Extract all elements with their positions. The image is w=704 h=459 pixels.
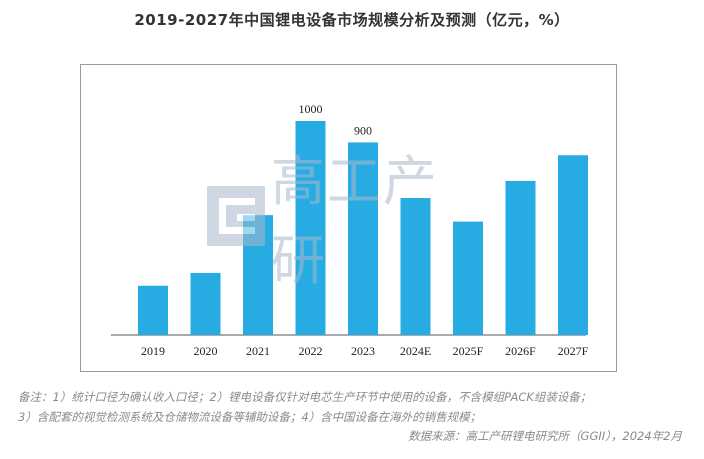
- data-source: 数据来源：高工产研锂电研究所（GGII），2024年2月: [408, 429, 682, 443]
- bar-chart: 2019 2020 2021 2022 1000 2023 900 2024E 2025F 202…: [111, 102, 589, 358]
- bar-2024E: [400, 198, 431, 335]
- chart-title: 2019-2027年中国锂电设备市场规模分析及预测（亿元，%）: [134, 11, 570, 29]
- bar-2026F: [505, 180, 536, 335]
- bar-2025F: [453, 221, 483, 335]
- data-label-2023: 900: [354, 123, 372, 137]
- footnote-line-1: 备注：1）统计口径为确认收入口径；2）锂电设备仅针对电芯生产环节中使用的设备，不…: [18, 390, 592, 404]
- watermark-text: 高工产研: [270, 150, 439, 292]
- bar-2020: [190, 272, 221, 335]
- x-tick-label-2019: 2019: [141, 344, 165, 358]
- footnotes: 备注：1）统计口径为确认收入口径；2）锂电设备仅针对电芯生产环节中使用的设备，不…: [18, 387, 698, 427]
- x-tick-label-2026F: 2026F: [505, 344, 536, 358]
- x-tick-label-2020: 2020: [194, 344, 218, 358]
- x-tick-label-2024E: 2024E: [400, 344, 431, 358]
- x-tick-label-2022: 2022: [299, 344, 323, 358]
- x-tick-label-2021: 2021: [246, 344, 270, 358]
- x-tick-label-2025F: 2025F: [453, 344, 484, 358]
- bar-2019: [138, 285, 168, 335]
- watermark: 高工产研: [207, 150, 487, 292]
- ggii-logo-icon: [207, 186, 265, 246]
- bar-2027F: [558, 155, 588, 335]
- bar-2023: [348, 142, 378, 335]
- x-tick-label-2027F: 2027F: [558, 344, 589, 358]
- x-tick-label-2023: 2023: [351, 344, 375, 358]
- bar-2022: [295, 121, 326, 335]
- data-label-2022: 1000: [299, 102, 323, 116]
- chart-frame: 2019 2020 2021 2022 1000 2023 900 2024E 2025F 202…: [80, 64, 617, 372]
- footnote-line-2: 3）含配套的视觉检测系统及仓储物流设备等辅助设备；4）含中国设备在海外的销售规模…: [18, 410, 482, 424]
